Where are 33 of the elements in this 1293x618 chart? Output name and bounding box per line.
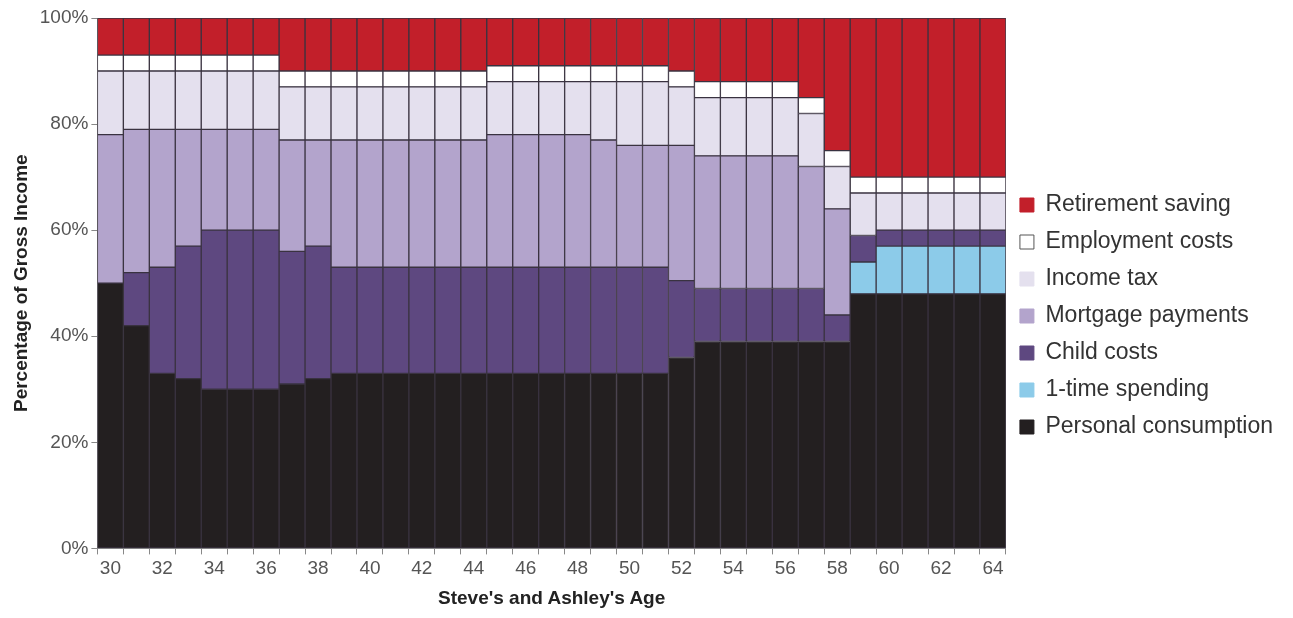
x-tick-label: 64 (982, 557, 1004, 579)
x-axis-title: Steve's and Ashley's Age (438, 586, 666, 608)
legend-label: 1-time spending (1045, 375, 1210, 402)
legend-label: Income tax (1045, 264, 1159, 291)
y-tick-label: 80% (50, 112, 89, 134)
x-tick-label: 32 (151, 557, 173, 579)
x-tick-label: 62 (930, 557, 952, 579)
y-tick-label: 0% (60, 536, 89, 558)
y-tick-label: 20% (50, 430, 89, 452)
x-tick-label: 56 (774, 557, 796, 579)
x-tick-label: 42 (411, 557, 433, 579)
legend-label: Employment costs (1045, 227, 1234, 254)
y-tick-label: 40% (50, 324, 89, 346)
x-tick-label: 40 (359, 557, 381, 579)
legend-label: Personal consumption (1045, 412, 1273, 439)
x-tick-label: 54 (722, 557, 745, 579)
x-tick-label: 30 (99, 557, 121, 579)
x-tick-label: 52 (670, 557, 693, 579)
x-tick-label: 60 (878, 557, 900, 579)
y-tick-label: 60% (50, 218, 89, 240)
x-tick-label: 44 (463, 557, 485, 579)
x-tick-label: 46 (515, 557, 537, 579)
x-tick-label: 34 (203, 557, 226, 579)
legend-label: Child costs (1045, 338, 1158, 365)
x-tick-label: 58 (826, 557, 848, 579)
x-tick-label: 38 (307, 557, 329, 579)
x-tick-label: 50 (618, 557, 641, 579)
legend-label: Retirement saving (1045, 190, 1231, 217)
y-tick-label: 100% (39, 6, 89, 28)
x-tick-label: 36 (255, 557, 277, 579)
legend-label: Mortgage payments (1045, 301, 1249, 328)
x-tick-label: 48 (567, 557, 589, 579)
y-axis-title: Percentage of Gross Income (9, 154, 31, 413)
